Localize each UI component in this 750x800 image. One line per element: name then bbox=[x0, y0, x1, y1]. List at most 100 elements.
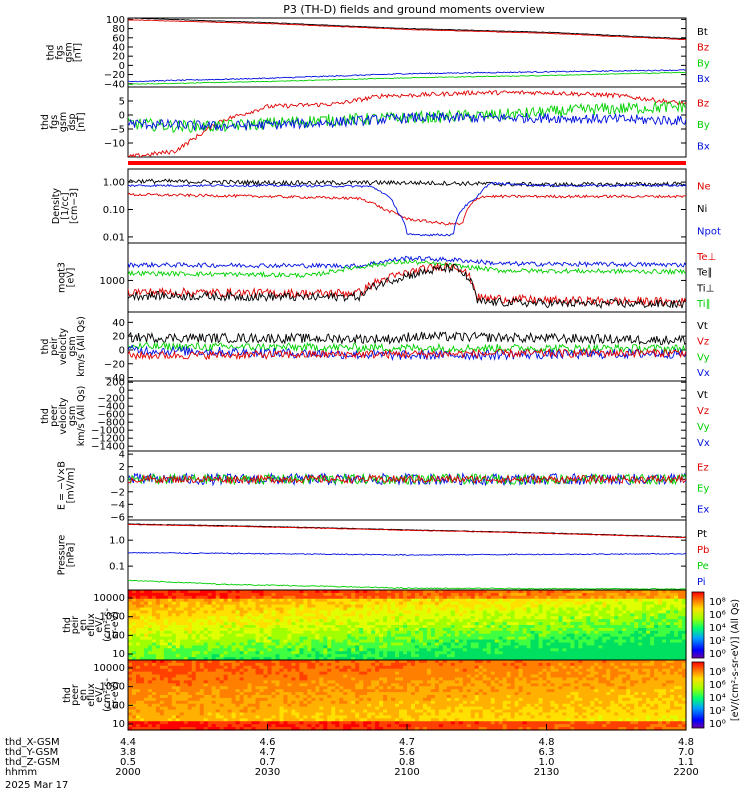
spectrogram-cell bbox=[506, 633, 512, 638]
spectrogram-cell bbox=[263, 639, 269, 644]
spectrogram-cell bbox=[622, 598, 627, 603]
spectrogram-cell bbox=[315, 686, 320, 690]
spectrogram-cell bbox=[410, 633, 416, 638]
spectrogram-cell bbox=[307, 616, 312, 620]
spectrogram-cell bbox=[486, 668, 492, 673]
spectrogram-cell bbox=[263, 654, 269, 658]
spectrogram-cell bbox=[131, 595, 137, 600]
spectrogram-cell bbox=[486, 639, 492, 644]
spectrogram-cell bbox=[610, 668, 615, 673]
spectrogram-cell bbox=[654, 648, 659, 652]
spectrogram-cell bbox=[522, 668, 528, 673]
spectrogram-cell bbox=[598, 677, 603, 682]
spectrogram-cell bbox=[514, 619, 520, 623]
spectrogram-cell bbox=[662, 627, 667, 632]
spectrogram-cell bbox=[454, 660, 460, 664]
spectrogram-cell bbox=[622, 665, 627, 670]
spectrogram-cell bbox=[235, 610, 241, 614]
spectrogram-cell bbox=[359, 662, 364, 667]
spectrogram-cell bbox=[606, 665, 611, 670]
spectrogram-cell bbox=[642, 642, 647, 647]
spectrogram-cell bbox=[351, 625, 356, 629]
spectrogram-cell bbox=[650, 616, 655, 620]
spectrogram-cell bbox=[590, 683, 595, 687]
spectrogram-cell bbox=[359, 657, 364, 661]
spectrogram-cell bbox=[558, 665, 564, 670]
spectrogram-cell bbox=[323, 633, 328, 638]
spectrogram-cell bbox=[506, 665, 512, 670]
spectrogram-cell bbox=[219, 654, 225, 658]
spectrogram-cell bbox=[670, 607, 675, 612]
spectrogram-cell bbox=[215, 627, 221, 632]
spectrogram-cell bbox=[371, 598, 376, 603]
spectrogram-cell bbox=[355, 610, 360, 614]
spectrogram-cell bbox=[654, 607, 659, 612]
spectrogram-cell bbox=[315, 627, 320, 632]
spectrogram-cell bbox=[391, 622, 396, 626]
spectrogram-cell bbox=[367, 671, 372, 676]
spectrogram-cell bbox=[650, 595, 655, 600]
spectrogram-cell bbox=[267, 662, 273, 667]
spectrogram-cell bbox=[510, 630, 516, 635]
spectrogram-cell bbox=[486, 642, 492, 647]
spectrogram-cell bbox=[223, 645, 229, 649]
spectrogram-cell bbox=[175, 686, 181, 690]
spectrogram-cell bbox=[450, 633, 456, 638]
spectrogram-cell bbox=[151, 590, 157, 594]
spectrogram-cell bbox=[407, 651, 412, 655]
spectrogram-cell bbox=[323, 604, 328, 609]
spectrogram-cell bbox=[299, 665, 304, 670]
spectrogram-cell bbox=[570, 671, 575, 676]
spectrogram-cell bbox=[403, 616, 408, 620]
spectrogram-cell bbox=[466, 627, 472, 632]
spectrogram-cell bbox=[187, 630, 193, 635]
spectrogram-cell bbox=[634, 622, 639, 626]
spectrogram-cell bbox=[574, 595, 579, 600]
spectrogram-cell bbox=[327, 651, 332, 655]
spectrogram-cell bbox=[474, 613, 480, 617]
spectrogram-cell bbox=[414, 683, 420, 687]
spectrogram-cell bbox=[414, 668, 420, 673]
spectrogram-cell bbox=[646, 598, 651, 603]
spectrogram-cell bbox=[259, 668, 265, 673]
spectrogram-cell bbox=[678, 616, 683, 620]
spectrogram-cell bbox=[418, 625, 424, 629]
spectrogram-cell bbox=[626, 592, 631, 597]
spectrogram-cell bbox=[666, 627, 671, 632]
spectrogram-cell bbox=[247, 674, 253, 679]
spectrogram-cell bbox=[450, 595, 456, 600]
spectrogram-cell bbox=[586, 639, 591, 644]
spectrogram-cell bbox=[470, 627, 476, 632]
spectrogram-cell bbox=[526, 657, 532, 661]
spectrogram-cell bbox=[622, 592, 627, 597]
y-axis-label: peer bbox=[49, 405, 60, 427]
legend-entry: Ex bbox=[697, 505, 709, 516]
spectrogram-cell bbox=[566, 627, 572, 632]
spectrogram-cell bbox=[434, 619, 440, 623]
spectrogram-cell bbox=[367, 686, 372, 690]
spectrogram-cell bbox=[418, 595, 424, 600]
spectrogram-cell bbox=[594, 668, 599, 673]
spectrogram-cell bbox=[299, 601, 304, 606]
spectrogram-cell bbox=[263, 604, 269, 609]
spectrogram-cell bbox=[482, 642, 488, 647]
spectrogram-cell bbox=[371, 627, 376, 632]
spectrogram-cell bbox=[430, 648, 436, 652]
spectrogram-cell bbox=[391, 668, 396, 673]
spectrogram-cell bbox=[215, 592, 221, 597]
spectrogram-cell bbox=[207, 662, 213, 667]
spectrogram-cell bbox=[323, 657, 328, 661]
spectrogram-cell bbox=[594, 671, 599, 676]
spectrogram-cell bbox=[247, 648, 253, 652]
spectrogram-cell bbox=[299, 613, 304, 617]
spectrogram-cell bbox=[395, 674, 400, 679]
spectrogram-cell bbox=[498, 595, 504, 600]
spectrogram-cell bbox=[383, 668, 388, 673]
panel-2 bbox=[128, 161, 686, 165]
spectrogram-cell bbox=[163, 654, 169, 658]
spectrogram-cell bbox=[183, 622, 189, 626]
spectrogram-cell bbox=[159, 651, 165, 655]
spectrogram-cell bbox=[410, 601, 416, 606]
spectrogram-cell bbox=[347, 686, 352, 690]
spectrogram-cell bbox=[395, 633, 400, 638]
